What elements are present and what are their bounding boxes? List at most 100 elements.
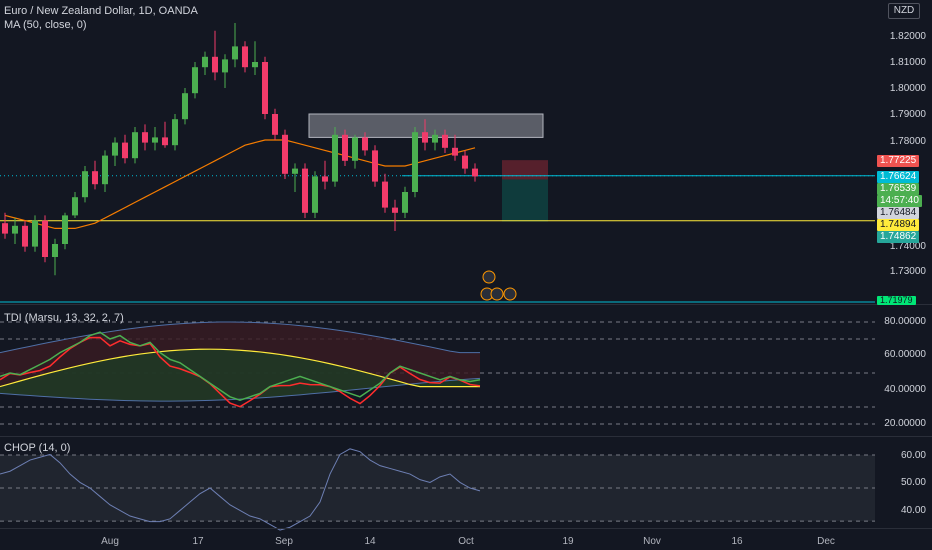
bull-candle [412, 132, 418, 192]
bull-candle [52, 244, 58, 257]
currency-selector[interactable]: NZD [888, 3, 920, 19]
time-tick: 19 [562, 536, 574, 547]
bull-candle [312, 176, 318, 213]
bull-candle [112, 142, 118, 156]
tdi-tick: 60.00000 [884, 349, 926, 360]
bull-candle [232, 46, 238, 60]
bear-candle [242, 46, 248, 68]
time-tick: 17 [192, 536, 204, 547]
time-axis-separator [0, 528, 932, 529]
bull-candle [352, 137, 358, 161]
bull-candle [12, 225, 18, 234]
bear-candle [452, 147, 458, 156]
bull-candle [132, 132, 138, 159]
price-tick: 1.79000 [889, 109, 926, 120]
time-tick: Aug [101, 536, 119, 547]
stop-loss-zone [502, 160, 548, 180]
lower-price-badge: 1.71979 [877, 296, 916, 305]
tdi-lower-band [0, 377, 481, 402]
bull-candle [62, 215, 68, 244]
bear-candle [382, 181, 388, 208]
bear-candle [272, 114, 278, 135]
bull-candle [222, 59, 228, 73]
bull-candle [152, 137, 158, 143]
economic-event-icon [490, 287, 504, 301]
time-tick: Dec [817, 536, 835, 547]
bull-candle [202, 56, 208, 68]
bear-candle [282, 134, 288, 174]
bear-candle [462, 155, 468, 169]
bear-candle [442, 134, 448, 148]
entry-price-badge: 1.76484 [877, 207, 920, 219]
take-profit-zone [502, 179, 548, 222]
tdi-tick: 20.00000 [884, 418, 926, 429]
bull-candle [332, 134, 338, 182]
bear-candle [122, 142, 128, 159]
ma-price-badge: 1.76539 [877, 183, 920, 195]
stop-price-badge: 1.77225 [877, 155, 920, 167]
price-tick: 1.74000 [889, 241, 926, 252]
bull-candle [292, 168, 298, 174]
chop-label[interactable]: CHOP (14, 0) [4, 442, 71, 454]
bull-candle [182, 93, 188, 120]
tdi-market-baseline [0, 348, 480, 388]
tdi-tick: 40.00000 [884, 384, 926, 395]
time-tick: 14 [364, 536, 376, 547]
ma-line [4, 139, 476, 229]
economic-event-icon [503, 287, 517, 301]
symbol-title[interactable]: Euro / New Zealand Dollar, 1D, OANDA [4, 5, 198, 17]
pane-separator-2[interactable] [0, 436, 932, 437]
bear-candle [92, 171, 98, 185]
tdi-tick: 80.00000 [884, 316, 926, 327]
bull-candle [102, 155, 108, 185]
bull-candle [32, 220, 38, 247]
bear-candle [472, 168, 478, 177]
chop-legend: CHOP (14, 0) [4, 441, 70, 455]
price-tick: 1.73000 [889, 266, 926, 277]
bull-candle [252, 62, 258, 68]
chop-tick: 40.00 [900, 505, 926, 516]
support-price-badge: 1.74894 [877, 219, 920, 231]
bear-candle [342, 134, 348, 161]
bear-candle [422, 132, 428, 143]
bear-candle [392, 207, 398, 213]
bear-candle [302, 168, 308, 213]
bear-candle [22, 225, 28, 247]
tdi-lower-band-fill [0, 349, 480, 402]
pane-separator-1[interactable] [0, 304, 932, 305]
price-tick: 1.78000 [889, 136, 926, 147]
bull-candle [172, 119, 178, 146]
countdown-badge: 14:57:40 [877, 195, 922, 207]
main-legend: Euro / New Zealand Dollar, 1D, OANDA MA … [4, 4, 198, 32]
chop-tick: 60.00 [900, 450, 926, 461]
bear-candle [212, 56, 218, 73]
tdi-label[interactable]: TDI (Marsu, 13, 32, 2, 7) [4, 312, 124, 324]
bull-candle [432, 134, 438, 143]
bear-candle [262, 62, 268, 114]
target-price-badge: 1.74862 [877, 231, 920, 243]
tdi-rsi-line [0, 331, 481, 401]
bear-candle [322, 176, 328, 182]
time-tick: Oct [458, 536, 474, 547]
time-tick: Sep [275, 536, 293, 547]
tdi-legend: TDI (Marsu, 13, 32, 2, 7) [4, 311, 124, 325]
time-tick: 16 [731, 536, 743, 547]
time-tick: Nov [643, 536, 661, 547]
price-tick: 1.81000 [889, 57, 926, 68]
bull-candle [402, 192, 408, 213]
bear-candle [362, 137, 368, 151]
price-tick: 1.82000 [889, 31, 926, 42]
bull-candle [192, 67, 198, 94]
economic-event-icon [482, 270, 496, 284]
bear-candle [2, 223, 8, 234]
ma-legend-label[interactable]: MA (50, close, 0) [4, 19, 87, 31]
bear-candle [372, 150, 378, 182]
bull-candle [82, 171, 88, 198]
chop-line [0, 448, 481, 531]
bear-candle [142, 132, 148, 143]
current-price-badge: 1.76624 [877, 171, 920, 183]
bear-candle [162, 137, 168, 146]
tdi-upper-band [0, 321, 480, 354]
